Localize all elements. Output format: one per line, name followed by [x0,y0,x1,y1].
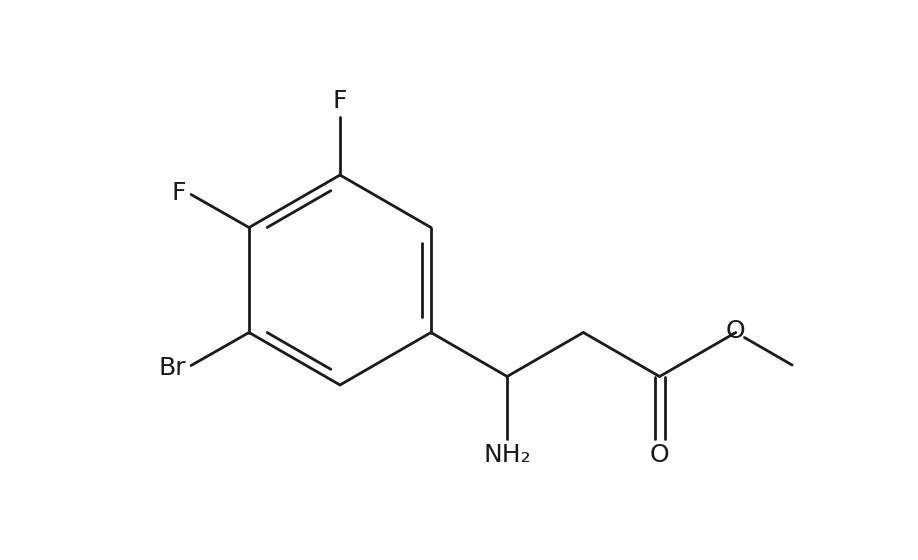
Text: F: F [332,89,347,113]
Text: Br: Br [159,356,186,380]
Text: NH₂: NH₂ [484,442,531,466]
Text: O: O [650,442,669,466]
Text: F: F [172,180,186,204]
Text: O: O [726,319,745,343]
